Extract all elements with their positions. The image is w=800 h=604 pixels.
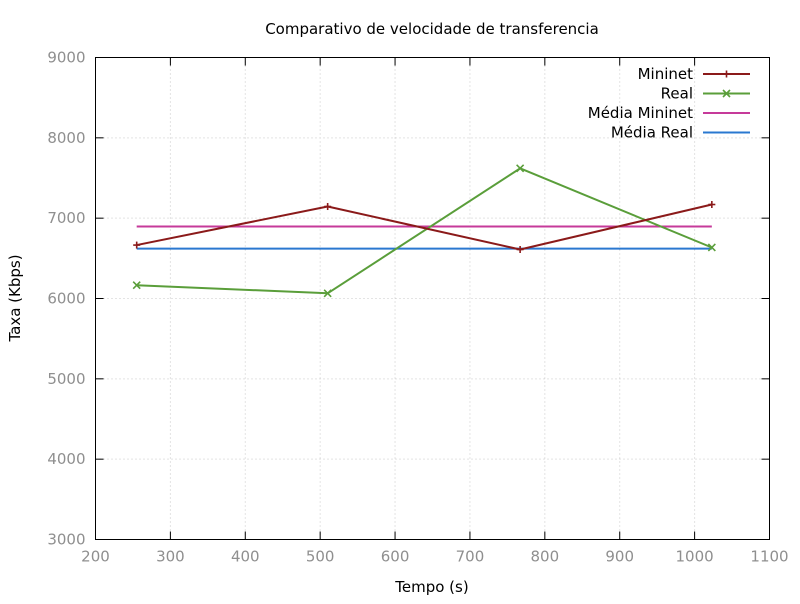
y-tick-label: 3000 bbox=[47, 531, 85, 549]
chart-title: Comparativo de velocidade de transferenc… bbox=[265, 20, 599, 38]
legend-label: Real bbox=[661, 85, 693, 103]
legend-item-media-mininet: Média Mininet bbox=[588, 104, 750, 122]
x-tick-label: 1000 bbox=[676, 548, 714, 566]
y-tick-label: 6000 bbox=[47, 290, 85, 308]
legend-label: Mininet bbox=[638, 65, 694, 83]
y-tick-label: 9000 bbox=[47, 49, 85, 67]
x-axis-title: Tempo (s) bbox=[394, 578, 468, 596]
data-point-mininet bbox=[133, 241, 141, 249]
axis-ticks: 200 300 400 500 600 700 800 900 1000 1100 3000 4000… bbox=[47, 49, 788, 566]
legend-item-media-real: Média Real bbox=[611, 124, 750, 142]
data-point-real bbox=[707, 243, 716, 252]
y-axis-title: Taxa (Kbps) bbox=[6, 254, 24, 342]
legend-item-mininet: Mininet bbox=[638, 65, 750, 83]
legend-marker bbox=[723, 70, 730, 78]
legend-item-real: Real bbox=[661, 85, 750, 103]
x-tick-label: 300 bbox=[156, 548, 185, 566]
data-point-mininet bbox=[708, 201, 716, 209]
x-tick-label: 900 bbox=[605, 548, 634, 566]
x-tick-label: 500 bbox=[306, 548, 335, 566]
data-point-real bbox=[516, 164, 525, 173]
x-tick-label: 700 bbox=[456, 548, 485, 566]
legend-label: Média Real bbox=[611, 124, 693, 142]
data-point-mininet bbox=[324, 203, 332, 211]
series-line-real bbox=[136, 167, 713, 295]
data-point-real bbox=[132, 281, 141, 290]
y-tick-label: 4000 bbox=[47, 450, 85, 468]
data-point-mininet bbox=[516, 245, 524, 253]
y-tick-label: 5000 bbox=[47, 370, 85, 388]
legend-marker bbox=[722, 89, 731, 98]
x-tick-label: 200 bbox=[81, 548, 110, 566]
x-tick-label: 600 bbox=[381, 548, 410, 566]
grid bbox=[95, 57, 770, 540]
series-group bbox=[132, 164, 716, 298]
series-line-mininet bbox=[136, 203, 713, 251]
x-tick-label: 800 bbox=[531, 548, 560, 566]
data-point-real bbox=[323, 289, 332, 298]
series-real bbox=[132, 164, 716, 298]
x-tick-label: 400 bbox=[231, 548, 260, 566]
series-mininet bbox=[133, 201, 716, 253]
legend-label: Média Mininet bbox=[588, 104, 693, 122]
y-tick-label: 7000 bbox=[47, 209, 85, 227]
x-tick-label: 1100 bbox=[750, 548, 788, 566]
y-tick-label: 8000 bbox=[47, 129, 85, 147]
